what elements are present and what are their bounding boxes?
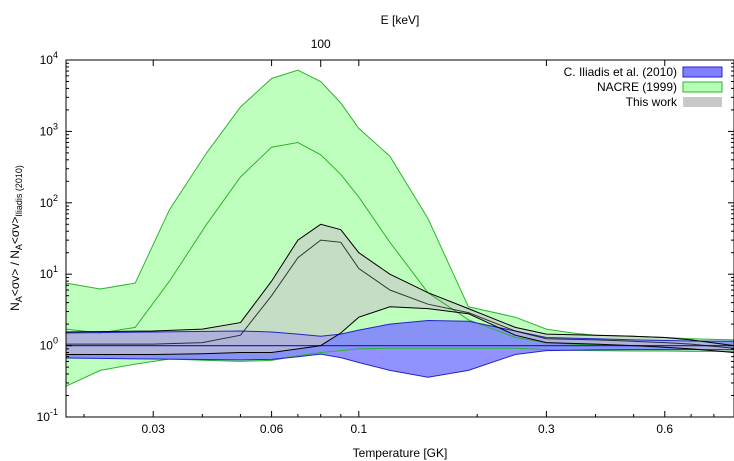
y-tick-label: 103 <box>40 121 58 138</box>
legend-swatch <box>682 66 723 78</box>
this-work-band <box>66 224 734 355</box>
y-tick-label: 104 <box>40 50 58 67</box>
y-title-sub-a: A <box>14 296 24 302</box>
nacre-1999-band <box>66 70 734 387</box>
legend-label: C. Iliadis et al. (2010) <box>564 65 677 79</box>
top-tick-label: 100 <box>311 37 331 51</box>
y-title-sub-a2: A <box>14 244 24 250</box>
legend-swatch <box>683 97 722 107</box>
x-tick-label: 0.03 <box>142 422 166 436</box>
y-title-sub-ref: Iliadis (2010) <box>14 165 24 217</box>
y-tick-label: 102 <box>40 193 58 210</box>
y-tick-label: 101 <box>40 264 58 281</box>
plot-frame <box>65 59 734 418</box>
bands <box>66 70 734 387</box>
y-tick-label: 10-1 <box>37 407 58 424</box>
this-work-lower-line <box>66 306 734 355</box>
x-axis: 0.03 0.06 0.1 0.3 0.6 <box>83 60 734 436</box>
legend-label: This work <box>626 95 678 109</box>
y-tick-label: 100 <box>40 336 58 353</box>
x-tick-label: 0.3 <box>538 422 555 436</box>
x-tick-label: 0.6 <box>656 422 673 436</box>
y-title-mid: <σv> / N <box>8 250 22 296</box>
this-work-upper-line <box>66 223 734 347</box>
y-axis-title: NA<σv> / NA<σv>Iliadis (2010) <box>8 165 24 311</box>
y-title-sigma: <σv> <box>8 217 22 244</box>
x-tick-label: 0.06 <box>260 422 284 436</box>
legend-label: NACRE (1999) <box>597 80 677 94</box>
x-tick-label: 0.1 <box>350 422 367 436</box>
y-axis: 10-1 100 101 102 103 104 <box>37 50 734 424</box>
reference-lines <box>66 69 734 387</box>
this-work-middle-line <box>66 239 734 349</box>
c-iliadis-et-al-2010-upper-line <box>66 319 734 342</box>
x-axis-title: Temperature [GK] <box>353 446 448 460</box>
y-title-n: N <box>8 302 22 311</box>
c-iliadis-et-al-2010-lower-line <box>66 349 734 378</box>
top-axis: 100 <box>311 37 331 67</box>
legend: C. Iliadis et al. (2010)NACRE (1999)This… <box>564 65 723 109</box>
legend-swatch <box>682 81 723 93</box>
top-axis-title: E [keV] <box>381 13 420 27</box>
